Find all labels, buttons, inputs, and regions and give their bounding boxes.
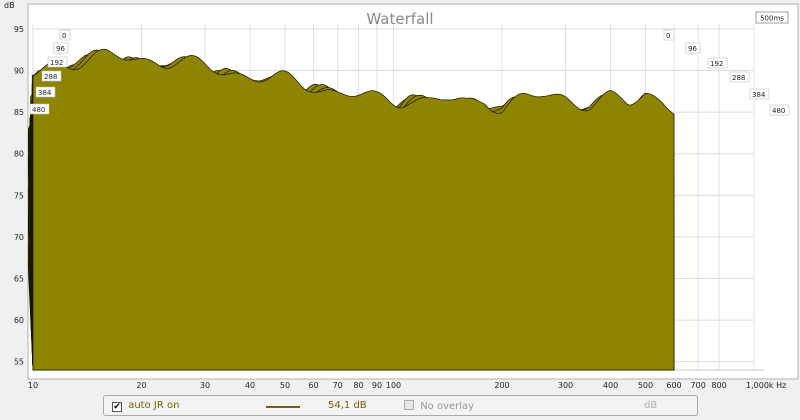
x-tick-label: 800 — [711, 381, 726, 390]
y-tick-label: 80 — [14, 150, 24, 159]
legend-line-swatch — [266, 406, 300, 408]
time-slice-labels: 0 0 96 96 192 192 288 288 384 384 480 480 — [29, 29, 790, 116]
auto-jr-checkbox[interactable]: ✔ — [112, 402, 122, 412]
x-tick-label: 40 — [245, 381, 255, 390]
level-value: 54,1 dB — [328, 400, 367, 411]
time-label-left: 192 — [50, 59, 63, 67]
y-tick-label: 70 — [14, 233, 24, 242]
x-tick-label: 500 — [638, 381, 653, 390]
x-tick-label: 90 — [372, 381, 382, 390]
time-label-right: 384 — [752, 91, 766, 99]
time-label-right: 0 — [666, 32, 670, 40]
overlay-label: No overlay — [420, 401, 475, 412]
x-tick-label: 70 — [333, 381, 343, 390]
overlay-unit: dB — [644, 400, 658, 411]
auto-jr-label: auto JR on — [128, 400, 180, 411]
time-label-left: 0 — [62, 32, 66, 40]
y-tick-label: 90 — [14, 67, 24, 76]
y-tick-label: 65 — [14, 275, 24, 284]
overlay-checkbox[interactable] — [404, 400, 414, 410]
auto-jr-toggle[interactable]: ✔ auto JR on — [112, 400, 179, 412]
x-tick-label: 10 — [28, 381, 38, 390]
time-range-label: 500ms — [760, 15, 784, 23]
x-tick-label: 100 — [386, 381, 401, 390]
x-tick-label: 1,000k Hz — [746, 381, 786, 390]
y-tick-label: 60 — [14, 316, 24, 325]
waterfall-slice — [32, 48, 675, 371]
legend-bar: ✔ auto JR on 54,1 dB No overlay dB — [103, 395, 698, 416]
y-tick-label: 95 — [14, 25, 24, 34]
waterfall-surface — [28, 48, 675, 371]
y-axis: 95 90 85 80 75 70 65 60 55 — [14, 25, 24, 367]
y-tick-label: 85 — [14, 108, 24, 117]
time-label-left: 480 — [32, 106, 45, 114]
waterfall-chart: 95 90 85 80 75 70 65 60 55 10 20 30 40 50 60 70 80 90 100… — [4, 1, 799, 390]
time-range-box — [755, 11, 789, 24]
x-tick-label: 600 — [666, 381, 681, 390]
time-label-right: 96 — [688, 45, 697, 53]
y-unit-label: dB — [4, 1, 15, 10]
time-label-left: 288 — [44, 73, 57, 81]
time-label-right: 192 — [710, 60, 723, 68]
x-tick-label: 700 — [691, 381, 706, 390]
y-tick-label: 55 — [14, 358, 24, 367]
x-tick-label: 60 — [308, 381, 318, 390]
time-label-right: 288 — [732, 74, 745, 82]
x-tick-label: 50 — [280, 381, 290, 390]
x-tick-label: 400 — [603, 381, 618, 390]
x-tick-label: 200 — [494, 381, 509, 390]
y-tick-label: 75 — [14, 191, 24, 200]
x-tick-label: 300 — [558, 381, 573, 390]
x-tick-label: 20 — [136, 381, 146, 390]
x-axis: 10 20 30 40 50 60 70 80 90 100 200 300 400 500 600 700 8… — [28, 381, 786, 390]
x-tick-label: 80 — [353, 381, 363, 390]
overlay-toggle[interactable]: No overlay — [404, 400, 474, 412]
time-label-left: 96 — [56, 45, 65, 53]
x-tick-label: 30 — [200, 381, 210, 390]
time-label-right: 480 — [772, 107, 785, 115]
time-label-left: 384 — [38, 89, 52, 97]
chart-title: Waterfall — [366, 10, 433, 28]
